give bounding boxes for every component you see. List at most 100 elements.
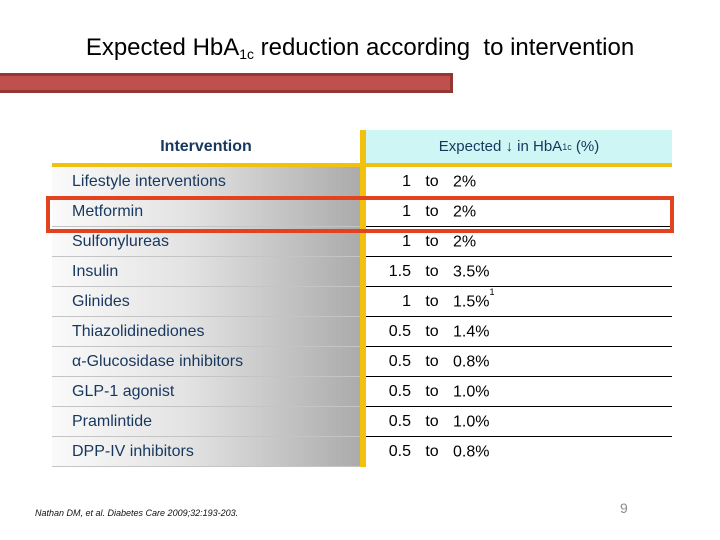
intervention-cell: Metformin [52, 197, 360, 227]
accent-bar [0, 73, 453, 93]
value-range-end: 1.5%1 [453, 287, 494, 311]
intervention-label: Metformin [72, 202, 144, 220]
slide-title: Expected HbA1c reduction according to in… [0, 34, 720, 68]
intervention-cell: α-Glucosidase inhibitors [52, 347, 360, 377]
value-footnote-marker: 1 [489, 286, 495, 297]
value-to: 1.0% [453, 413, 490, 431]
intervention-label: Lifestyle interventions [72, 172, 226, 190]
table-row: Metformin 1 to 2% [52, 197, 672, 227]
value-from: 1 [402, 232, 411, 250]
value-from: 0.5 [388, 322, 411, 340]
value-cell: 1 to 1.5%1 [366, 287, 672, 317]
intervention-label: α-Glucosidase inhibitors [72, 352, 244, 370]
header-expected-subscript: 1c [562, 141, 572, 152]
page-number: 9 [620, 500, 628, 516]
intervention-label: Insulin [72, 262, 119, 280]
intervention-label: Thiazolidinediones [72, 322, 205, 340]
intervention-cell: Lifestyle interventions [52, 167, 360, 197]
intervention-cell: Insulin [52, 257, 360, 287]
value-from: 1.5 [388, 262, 411, 280]
header-intervention: Intervention [52, 130, 360, 163]
value-cell: 0.5 to 0.8% [366, 347, 672, 377]
value-cell: 0.5 to 0.8% [366, 437, 672, 467]
table-header-row: Intervention Expected ↓ in HbA 1c (%) [52, 130, 672, 163]
value-range-end: 1.4% [453, 322, 489, 341]
intervention-label: GLP-1 agonist [72, 382, 175, 400]
value-to: 0.8% [453, 353, 490, 371]
value-cell: 0.5 to 1.0% [366, 407, 672, 437]
value-from: 0.5 [388, 443, 411, 460]
value-to: 2% [453, 233, 477, 251]
value-range-end: 0.8% [453, 442, 489, 461]
value-from: 0.5 [388, 352, 411, 370]
value-to-word: to [425, 262, 439, 280]
column-divider [360, 130, 366, 163]
column-divider [360, 347, 366, 377]
value-to: 1.4% [453, 323, 490, 341]
header-underline [52, 163, 672, 167]
intervention-label: Pramlintide [72, 412, 153, 430]
value-to: 1.5% [453, 293, 490, 311]
value-cell: 0.5 to 1.4% [366, 317, 672, 347]
value-to: 0.8% [453, 443, 490, 461]
metformin-highlight-box [46, 196, 674, 233]
value-range-end: 2% [453, 172, 476, 191]
value-to: 1.0% [453, 383, 490, 401]
column-divider [360, 317, 366, 347]
value-from: 1 [402, 202, 411, 220]
column-divider [360, 407, 366, 437]
value-to-word: to [425, 382, 439, 400]
value-to-word: to [425, 322, 439, 340]
intervention-table: Intervention Expected ↓ in HbA 1c (%) Lif… [52, 130, 672, 467]
header-expected: Expected ↓ in HbA 1c (%) [366, 130, 672, 163]
value-to: 3.5% [453, 263, 490, 281]
table-row: Glinides 1 to 1.5%1 [52, 287, 672, 317]
table-row: α-Glucosidase inhibitors 0.5 to 0.8% [52, 347, 672, 377]
value-cell: 1.5 to 3.5% [366, 257, 672, 287]
value-to-word: to [425, 352, 439, 370]
column-divider [360, 257, 366, 287]
column-divider [360, 227, 366, 257]
value-to-word: to [425, 202, 439, 220]
value-to-word: to [425, 412, 439, 430]
title-text-rest: reduction according to intervention [253, 34, 635, 61]
value-to-word: to [425, 232, 439, 250]
intervention-cell: GLP-1 agonist [52, 377, 360, 407]
value-from: 0.5 [388, 412, 411, 430]
value-to: 2% [453, 173, 477, 191]
column-divider [360, 437, 366, 467]
value-from: 0.5 [388, 382, 411, 400]
table-row: Thiazolidinediones 0.5 to 1.4% [52, 317, 672, 347]
value-cell: 1 to 2% [366, 167, 672, 197]
table-row: DPP-IV inhibitors 0.5 to 0.8% [52, 437, 672, 467]
value-to-word: to [425, 292, 439, 310]
intervention-cell: Thiazolidinediones [52, 317, 360, 347]
value-from: 1 [402, 172, 411, 190]
value-range-end: 0.8% [453, 352, 489, 371]
column-divider [360, 287, 366, 317]
table-body: Lifestyle interventions 1 to 2% Metformi… [52, 167, 672, 467]
column-divider [360, 377, 366, 407]
value-to-word: to [425, 172, 439, 190]
header-expected-text: Expected ↓ in HbA [438, 138, 563, 155]
intervention-cell: Glinides [52, 287, 360, 317]
table-row: Insulin 1.5 to 3.5% [52, 257, 672, 287]
value-cell: 0.5 to 1.0% [366, 377, 672, 407]
value-range-end: 3.5% [453, 262, 489, 281]
intervention-label: DPP-IV inhibitors [72, 442, 194, 460]
value-range-end: 1.0% [453, 382, 489, 401]
intervention-cell: DPP-IV inhibitors [52, 437, 360, 467]
value-to-word: to [425, 443, 439, 460]
citation: Nathan DM, et al. Diabetes Care 2009;32:… [35, 508, 239, 518]
value-to: 2% [453, 203, 477, 221]
title-text: Expected HbA [85, 34, 240, 61]
intervention-cell: Pramlintide [52, 407, 360, 437]
value-cell: 1 to 2% [366, 197, 672, 227]
table-row: GLP-1 agonist 0.5 to 1.0% [52, 377, 672, 407]
column-divider [360, 197, 366, 227]
value-range-end: 1.0% [453, 412, 489, 431]
table-row: Lifestyle interventions 1 to 2% [52, 167, 672, 197]
value-range-end: 2% [453, 232, 476, 251]
value-range-end: 2% [453, 202, 476, 221]
